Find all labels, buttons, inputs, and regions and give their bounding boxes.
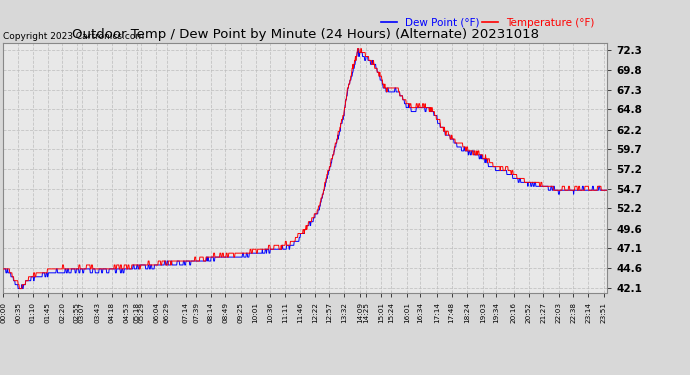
Text: Copyright 2023 Cartronics.com: Copyright 2023 Cartronics.com (3, 32, 145, 41)
Title: Outdoor Temp / Dew Point by Minute (24 Hours) (Alternate) 20231018: Outdoor Temp / Dew Point by Minute (24 H… (72, 28, 539, 40)
Legend: Dew Point (°F), Temperature (°F): Dew Point (°F), Temperature (°F) (377, 13, 599, 32)
